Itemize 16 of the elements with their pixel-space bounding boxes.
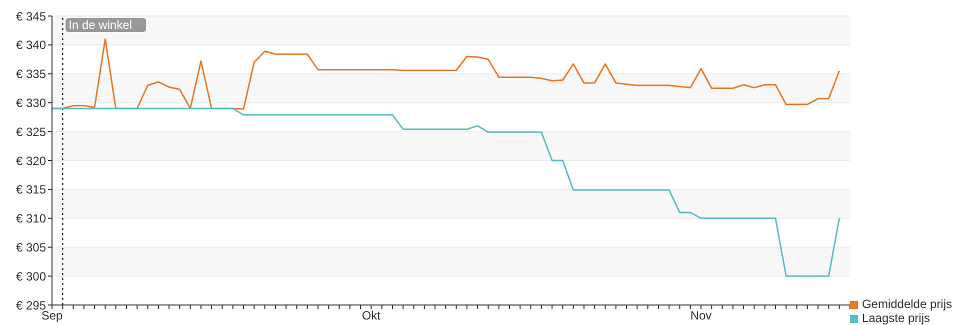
y-tick-label: € 315 — [16, 182, 46, 197]
legend-label: Laagste prijs — [862, 311, 930, 325]
y-tick-label: € 305 — [16, 240, 46, 254]
y-tick-label: € 325 — [16, 124, 46, 139]
y-tick-label: € 320 — [16, 154, 46, 168]
ref-line-label: In de winkel — [68, 18, 132, 32]
x-tick-label: Okt — [362, 308, 382, 323]
y-tick-label: € 310 — [16, 212, 46, 226]
legend-label: Gemiddelde prijs — [862, 297, 952, 311]
y-tick-label: € 340 — [16, 38, 46, 52]
y-tick-label: € 330 — [16, 96, 46, 110]
x-tick-label: Nov — [690, 308, 712, 323]
line-series — [52, 108, 840, 277]
y-tick-label: € 300 — [16, 269, 46, 284]
y-tick-label: € 335 — [16, 67, 46, 82]
y-tick-label: € 345 — [16, 9, 46, 24]
